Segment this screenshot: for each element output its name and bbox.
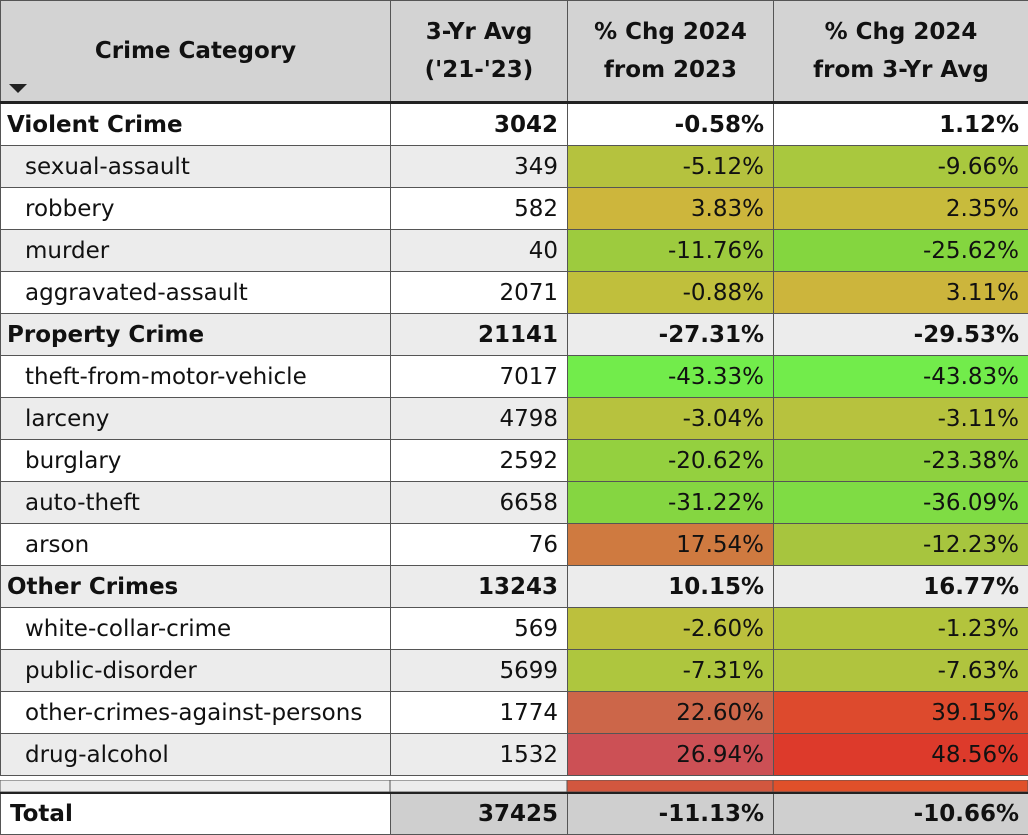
value-cell: 3042: [391, 103, 568, 146]
value-cell: 17.54%: [568, 524, 774, 566]
value-cell: 569: [391, 608, 568, 650]
value-cell: 1774: [391, 692, 568, 734]
value-cell: -7.31%: [568, 650, 774, 692]
value-cell: 3.83%: [568, 188, 774, 230]
value-cell: -23.38%: [774, 440, 1028, 482]
category-name: public-disorder: [1, 650, 391, 692]
value-cell: 39.15%: [774, 692, 1028, 734]
value-cell: 26.94%: [568, 734, 774, 776]
value-cell: 2592: [391, 440, 568, 482]
category-name: larceny: [1, 398, 391, 440]
value-cell: 4798: [391, 398, 568, 440]
category-name: robbery: [1, 188, 391, 230]
column-header: 3-Yr Avg ('21-'23): [391, 1, 568, 103]
value-cell: 349: [391, 146, 568, 188]
category-name: arson: [1, 524, 391, 566]
total-value: -11.13%: [568, 793, 774, 835]
value-cell: 16.77%: [774, 566, 1028, 608]
value-cell: -0.88%: [568, 272, 774, 314]
value-cell: 3.11%: [774, 272, 1028, 314]
value-cell: -5.12%: [568, 146, 774, 188]
value-cell: 48.56%: [774, 734, 1028, 776]
sort-arrow[interactable]: [9, 84, 27, 93]
value-cell: -11.76%: [568, 230, 774, 272]
value-cell: -25.62%: [774, 230, 1028, 272]
value-cell: 1.12%: [774, 103, 1028, 146]
category-name: auto-theft: [1, 482, 391, 524]
value-cell: -29.53%: [774, 314, 1028, 356]
value-cell: 6658: [391, 482, 568, 524]
value-cell: -43.33%: [568, 356, 774, 398]
value-cell: -12.23%: [774, 524, 1028, 566]
category-name: theft-from-motor-vehicle: [1, 356, 391, 398]
value-cell: 40: [391, 230, 568, 272]
category-name: Property Crime: [1, 314, 391, 356]
total-value: -10.66%: [774, 793, 1028, 835]
value-cell: 5699: [391, 650, 568, 692]
value-cell: 13243: [391, 566, 568, 608]
cut-off-row: [0, 780, 1028, 792]
value-cell: -3.11%: [774, 398, 1028, 440]
category-name: burglary: [1, 440, 391, 482]
value-cell: 2071: [391, 272, 568, 314]
category-name: drug-alcohol: [1, 734, 391, 776]
value-cell: -7.63%: [774, 650, 1028, 692]
value-cell: 21141: [391, 314, 568, 356]
value-cell: 2.35%: [774, 188, 1028, 230]
category-name: Violent Crime: [1, 103, 391, 146]
value-cell: -27.31%: [568, 314, 774, 356]
category-name: Other Crimes: [1, 566, 391, 608]
value-cell: -36.09%: [774, 482, 1028, 524]
value-cell: 22.60%: [568, 692, 774, 734]
value-cell: -43.83%: [774, 356, 1028, 398]
value-cell: 1532: [391, 734, 568, 776]
value-cell: -31.22%: [568, 482, 774, 524]
value-cell: 582: [391, 188, 568, 230]
value-cell: -0.58%: [568, 103, 774, 146]
value-cell: 76: [391, 524, 568, 566]
total-label: Total: [1, 793, 391, 835]
value-cell: -3.04%: [568, 398, 774, 440]
value-cell: -2.60%: [568, 608, 774, 650]
value-cell: -1.23%: [774, 608, 1028, 650]
category-name: murder: [1, 230, 391, 272]
category-name: white-collar-crime: [1, 608, 391, 650]
value-cell: 10.15%: [568, 566, 774, 608]
value-cell: -20.62%: [568, 440, 774, 482]
category-name: other-crimes-against-persons: [1, 692, 391, 734]
column-header: % Chg 2024 from 2023: [568, 1, 774, 103]
column-header: % Chg 2024 from 3-Yr Avg: [774, 1, 1028, 103]
column-header: Crime Category: [1, 1, 391, 103]
total-value: 37425: [391, 793, 568, 835]
category-name: sexual-assault: [1, 146, 391, 188]
category-name: aggravated-assault: [1, 272, 391, 314]
value-cell: 7017: [391, 356, 568, 398]
value-cell: -9.66%: [774, 146, 1028, 188]
